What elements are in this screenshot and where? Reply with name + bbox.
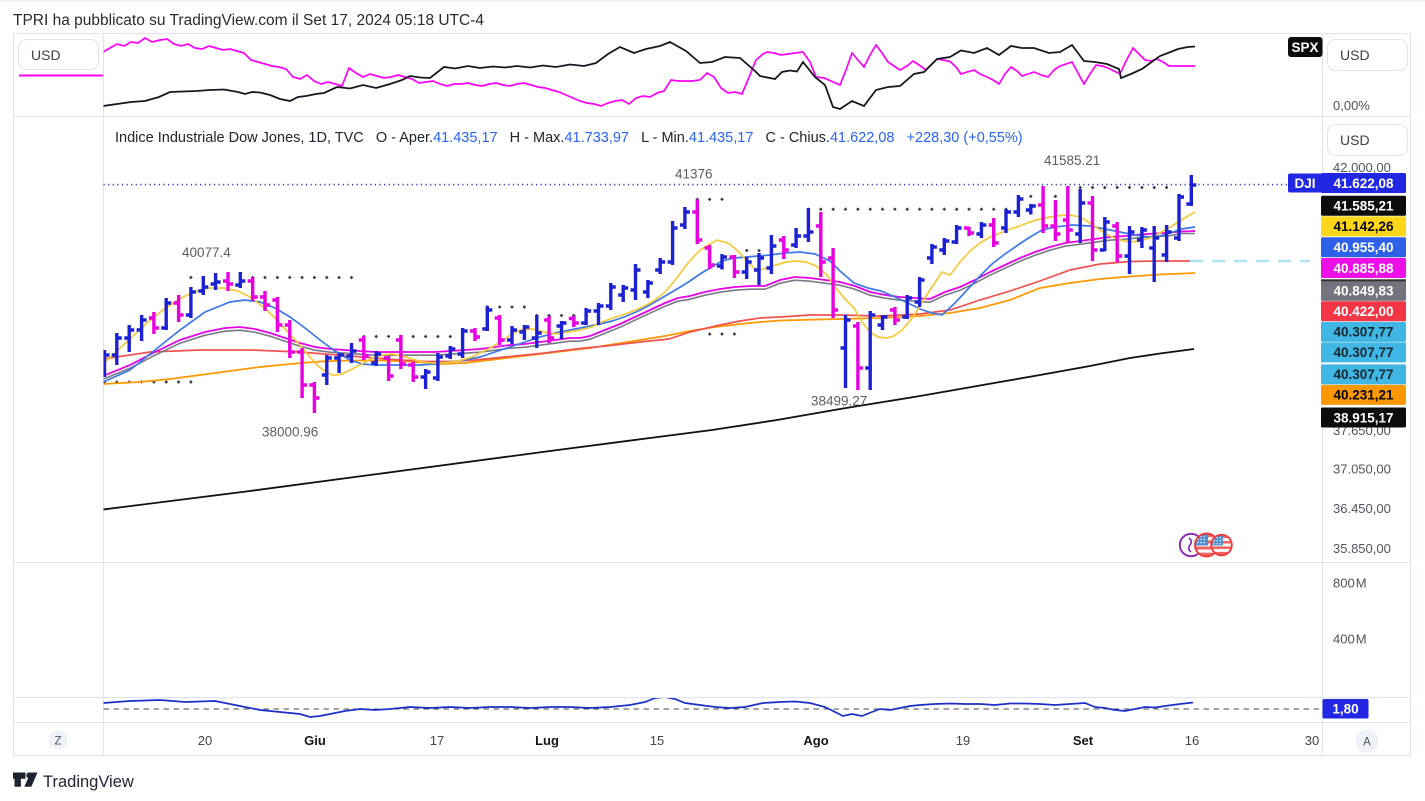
svg-text:20: 20 (198, 733, 212, 748)
svg-text:40077.4: 40077.4 (182, 245, 231, 260)
svg-text:37.050,00: 37.050,00 (1333, 462, 1391, 477)
svg-text:40.885,88: 40.885,88 (1333, 261, 1394, 276)
svg-text:Indice Industriale Dow Jones,: Indice Industriale Dow Jones, 1D, TVC O … (115, 130, 1023, 146)
svg-text:41.585,21: 41.585,21 (1333, 199, 1394, 214)
svg-text:38000.96: 38000.96 (262, 425, 318, 440)
svg-text:38499.27: 38499.27 (811, 394, 867, 409)
svg-text:40.307,77: 40.307,77 (1333, 325, 1393, 340)
svg-text:40.307,77: 40.307,77 (1333, 345, 1393, 360)
svg-text:Set: Set (1073, 733, 1094, 748)
svg-text:SPX: SPX (1291, 40, 1318, 55)
svg-text:36.450,00: 36.450,00 (1333, 501, 1391, 516)
svg-text:40.422,00: 40.422,00 (1333, 304, 1393, 319)
svg-text:17: 17 (430, 733, 444, 748)
svg-text:30: 30 (1305, 733, 1319, 748)
svg-text:Z: Z (54, 736, 61, 748)
svg-text:19: 19 (956, 733, 970, 748)
svg-text:Giu: Giu (304, 733, 326, 748)
svg-text:0,00%: 0,00% (1333, 98, 1370, 113)
svg-text:42.000,00: 42.000,00 (1333, 160, 1391, 175)
svg-text:41.622,08: 41.622,08 (1333, 176, 1394, 191)
svg-text:Ago: Ago (803, 733, 828, 748)
svg-text:40.955,40: 40.955,40 (1333, 240, 1393, 255)
svg-text:41376: 41376 (675, 167, 713, 182)
svg-text:40.231,21: 40.231,21 (1333, 388, 1394, 403)
svg-text:A: A (1363, 737, 1371, 749)
svg-text:400 M: 400 M (1333, 632, 1367, 647)
svg-text:TradingView: TradingView (43, 773, 134, 791)
svg-text:USD: USD (31, 47, 61, 63)
svg-text:40.849,83: 40.849,83 (1333, 284, 1394, 299)
svg-text:TPRI ha pubblicato su TradingV: TPRI ha pubblicato su TradingView.com il… (13, 12, 484, 29)
svg-text:Lug: Lug (535, 733, 559, 748)
svg-text:16: 16 (1185, 733, 1199, 748)
svg-text:41.142,26: 41.142,26 (1333, 219, 1394, 234)
svg-text:USD: USD (1340, 132, 1370, 148)
svg-text:41585.21: 41585.21 (1044, 153, 1100, 168)
svg-text:800 M: 800 M (1333, 576, 1367, 591)
svg-text:USD: USD (1340, 47, 1370, 63)
svg-text:35.850,00: 35.850,00 (1333, 541, 1391, 556)
svg-text:38.915,17: 38.915,17 (1333, 410, 1393, 425)
svg-text:40.307,77: 40.307,77 (1333, 367, 1393, 382)
svg-text:15: 15 (650, 733, 664, 748)
svg-text:DJI: DJI (1294, 176, 1315, 191)
svg-text:1,80: 1,80 (1332, 702, 1358, 717)
